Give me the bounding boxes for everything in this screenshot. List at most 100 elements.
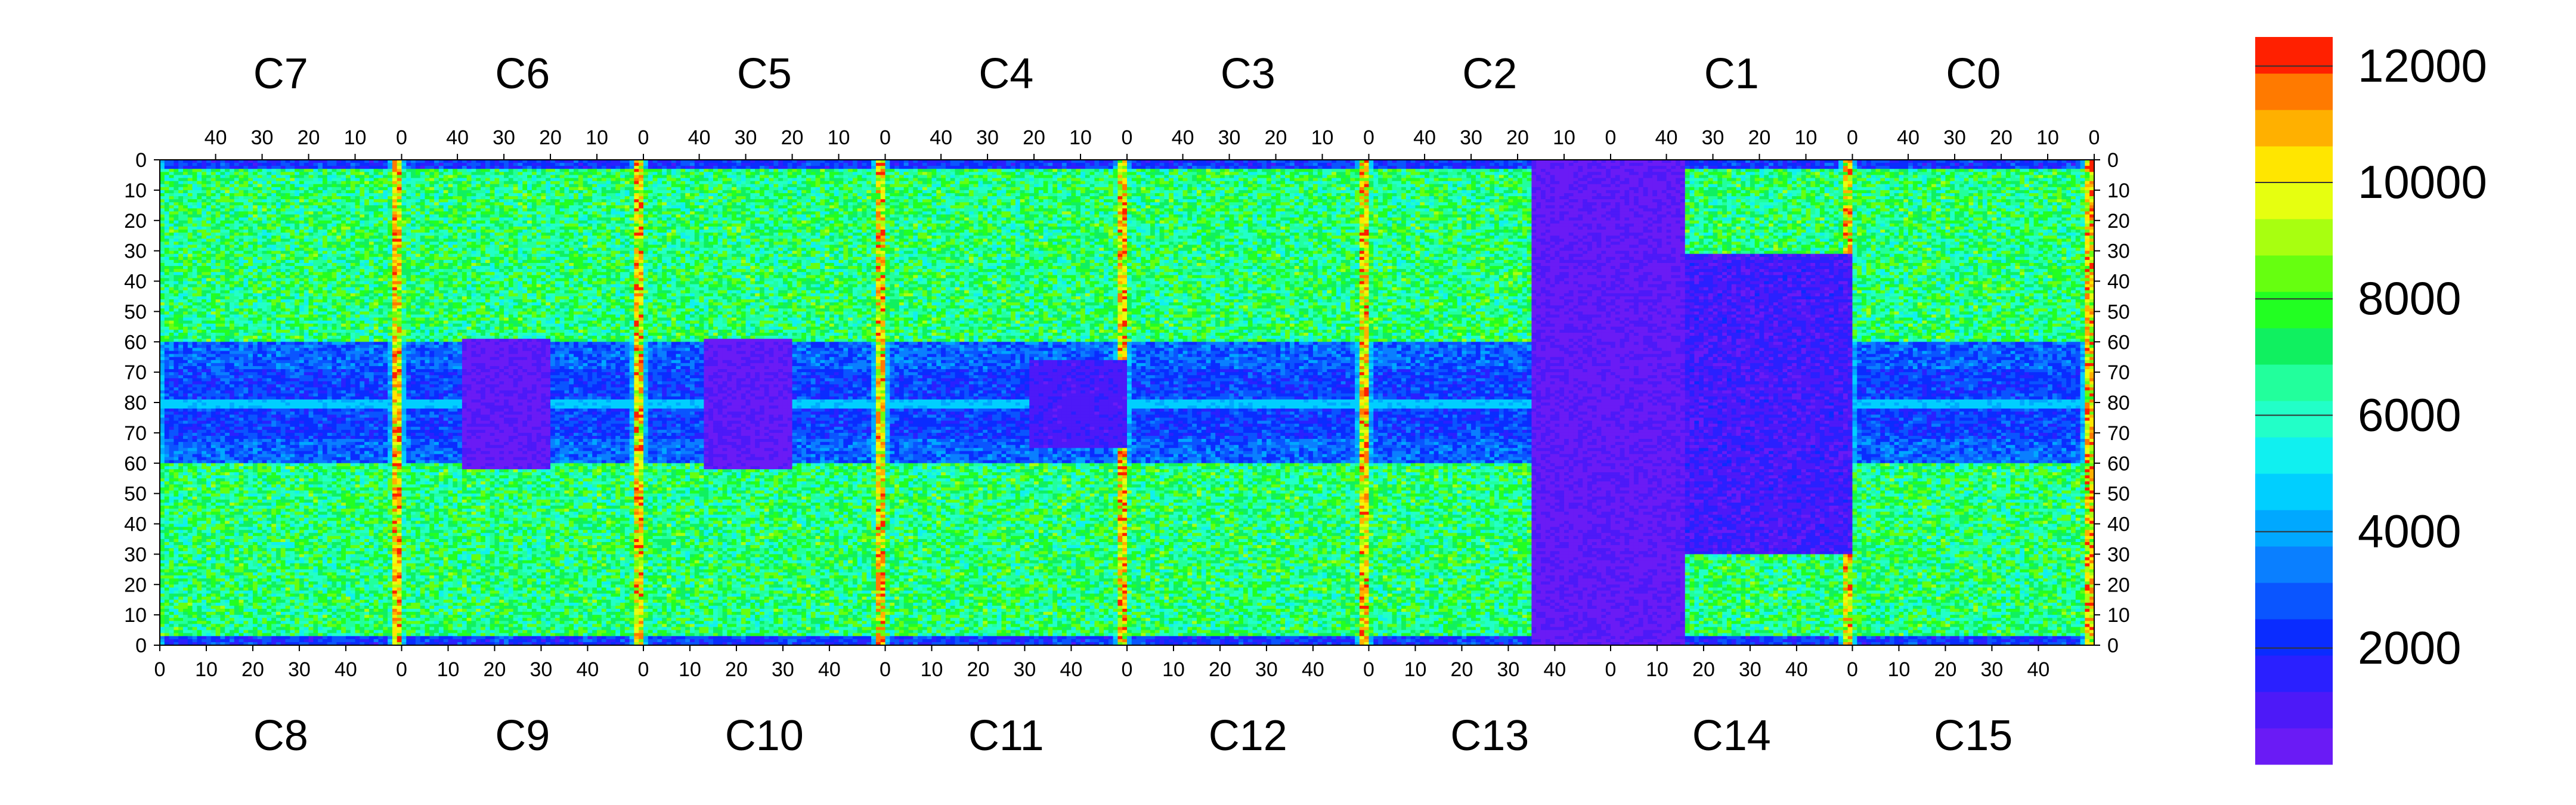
heat-cell [197,296,202,300]
heat-cell [220,163,225,166]
heat-cell [220,424,225,428]
heat-cell [183,427,188,431]
heat-cell [206,342,211,345]
heat-cell [202,169,206,172]
heat-cell [211,308,216,312]
heat-cell [169,184,174,188]
heat-cell [188,184,193,188]
heat-cell [216,545,221,549]
heat-cell [216,327,221,330]
heat-cell [165,196,169,200]
heat-cell [160,408,165,412]
heat-cell [169,587,174,591]
heat-cell [220,366,225,370]
heat-cell [206,199,211,203]
heat-cell [165,633,169,637]
heat-cell [165,584,169,588]
heat-cell [220,472,225,476]
heat-cell [211,397,216,400]
heat-cell [220,278,225,281]
heat-cell [174,594,178,597]
heat-cell [193,581,197,585]
heat-cell [188,278,193,281]
heat-cell [197,621,202,624]
heat-cell [178,314,183,318]
heat-cell [220,630,225,634]
heat-cell [165,603,169,606]
heat-cell [206,360,211,364]
heat-cell [169,566,174,570]
heat-cell [202,205,206,209]
heat-cell [197,551,202,555]
heat-cell [165,618,169,621]
heat-cell [193,484,197,488]
heat-cell [206,478,211,482]
heat-cell [220,627,225,630]
heat-cell [220,445,225,448]
heat-cell [188,442,193,445]
heat-cell [160,421,165,425]
heat-cell [169,372,174,376]
heat-cell [225,397,230,400]
heat-cell [202,330,206,333]
heat-cell [183,281,188,285]
heat-cell [169,469,174,473]
heat-cell [160,497,165,500]
heat-cell [165,348,169,351]
heat-cell [220,564,225,567]
heat-cell [202,400,206,403]
heat-cell [183,384,188,388]
heat-cell [188,402,193,406]
heat-cell [174,584,178,588]
heat-cell [183,542,188,546]
heat-cell [220,609,225,612]
heat-cell [165,451,169,454]
heat-cell [188,627,193,630]
heat-cell [188,527,193,531]
heat-cell [202,566,206,570]
heat-cell [169,578,174,582]
heat-cell [193,360,197,364]
heat-cell [174,481,178,485]
heat-cell [197,572,202,576]
heat-cell [193,472,197,476]
heat-cell [211,266,216,270]
heat-cell [165,184,169,188]
heat-cell [197,311,202,315]
heat-cell [183,633,188,637]
heat-cell [174,275,178,278]
heat-cell [220,545,225,549]
heat-cell [220,360,225,364]
heat-cell [202,518,206,521]
heat-cell [206,187,211,191]
heat-cell [193,251,197,255]
heat-cell [206,551,211,555]
heat-cell [178,175,183,178]
heat-cell [216,615,221,618]
heat-cell [188,388,193,391]
heat-cell [160,506,165,509]
heat-cell [188,239,193,242]
heat-cell [202,436,206,439]
heat-cell [165,193,169,197]
heat-cell [165,327,169,330]
heat-cell [160,205,165,209]
heat-cell [197,257,202,261]
heat-cell [193,457,197,461]
heat-cell [178,564,183,567]
heat-cell [160,633,165,637]
heat-cell [220,469,225,473]
heat-cell [211,472,216,476]
heat-cell [174,561,178,564]
heat-cell [220,381,225,385]
heat-cell [206,381,211,385]
heat-cell [188,348,193,351]
heat-cell [174,530,178,534]
heat-cell [183,430,188,434]
heat-cell [202,515,206,518]
heat-cell [178,639,183,643]
heat-cell [188,202,193,206]
heat-cell [169,321,174,324]
heat-cell [160,627,165,630]
heat-cell [165,497,169,500]
